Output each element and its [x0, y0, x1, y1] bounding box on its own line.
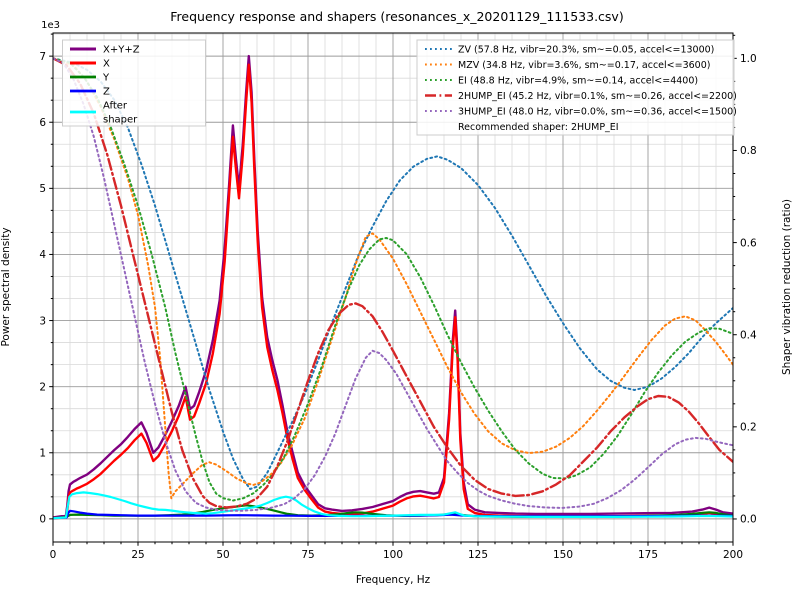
- y-right-tick-label: 0.8: [740, 145, 757, 157]
- x-tick-label: 100: [383, 549, 403, 561]
- series-line-ei: [53, 57, 733, 502]
- x-tick-label: 25: [131, 549, 144, 561]
- y-right-tick-label: 1.0: [740, 53, 757, 65]
- chart-title: Frequency response and shapers (resonanc…: [170, 9, 624, 24]
- x-tick-label: 200: [723, 549, 743, 561]
- y-left-tick-label: 2: [39, 381, 46, 393]
- x-tick-label: 75: [301, 549, 314, 561]
- y-left-tick-label: 1: [39, 447, 46, 459]
- legend-label: 3HUMP_EI (48.0 Hz, vibr=0.0%, sm~=0.36, …: [458, 107, 737, 118]
- legend-label: Z: [103, 87, 110, 98]
- y-axis-multiplier: 1e3: [41, 20, 60, 31]
- x-tick-label: 125: [468, 549, 488, 561]
- y-right-tick-label: 0.2: [740, 422, 757, 434]
- x-tick-label: 50: [216, 549, 229, 561]
- legend-label: X: [103, 59, 110, 70]
- series-line-after: [53, 491, 733, 520]
- series-line-2humpei: [53, 57, 733, 509]
- legend-label: Y: [102, 73, 110, 84]
- y-right-tick-label: 0.4: [740, 329, 757, 341]
- legend-measured: X+Y+Z XYZ After shaper: [62, 39, 206, 127]
- legend-label: After: [103, 101, 128, 112]
- series-line-x: [53, 63, 733, 520]
- y-axis-label-right: Shaper vibration reduction (ratio): [781, 198, 793, 376]
- x-tick-label: 150: [553, 549, 573, 561]
- y-right-tick-label: 0.6: [740, 237, 757, 249]
- legend-label: shaper: [103, 115, 138, 126]
- legend-label: EI (48.8 Hz, vibr=4.9%, sm~=0.14, accel<…: [458, 76, 698, 87]
- x-tick-label: 0: [50, 549, 57, 561]
- y-axis-label-left: Power spectral density: [0, 227, 12, 347]
- legend-label: MZV (34.8 Hz, vibr=3.6%, sm~=0.17, accel…: [458, 60, 710, 71]
- y-left-tick-label: 6: [39, 117, 46, 129]
- y-right-tick-label: 0.0: [740, 514, 757, 526]
- y-left-tick-label: 4: [39, 249, 46, 261]
- y-left-tick-label: 5: [39, 183, 46, 195]
- legend-shapers: ZV (57.8 Hz, vibr=20.3%, sm~=0.05, accel…: [416, 39, 737, 136]
- legend-label: 2HUMP_EI (45.2 Hz, vibr=0.1%, sm~=0.26, …: [458, 91, 737, 102]
- series-group: [53, 54, 733, 520]
- recommended-shaper-note: Recommended shaper: 2HUMP_EI: [458, 122, 619, 133]
- tick-labels: 0 25 50 75 100 125 150 175 200 0 1 2 3 4 5 6 7 0.0 0.2 0.4 0…: [39, 51, 757, 561]
- y-left-tick-label: 3: [39, 315, 46, 327]
- legend-label: ZV (57.8 Hz, vibr=20.3%, sm~=0.05, accel…: [458, 45, 714, 56]
- y-left-tick-label: 7: [39, 51, 46, 63]
- series-line-3humpei: [53, 57, 733, 512]
- series-line-zv: [53, 57, 733, 490]
- legend-shapers-box: [416, 39, 735, 136]
- series-line-xyz: [53, 54, 733, 519]
- y-left-tick-label: 0: [39, 514, 46, 526]
- x-tick-label: 175: [638, 549, 658, 561]
- legend-label: X+Y+Z: [103, 45, 140, 56]
- x-axis-label: Frequency, Hz: [355, 574, 431, 586]
